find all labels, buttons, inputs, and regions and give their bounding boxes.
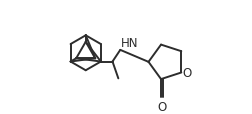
Text: O: O [157, 100, 166, 113]
Text: O: O [182, 66, 191, 79]
Text: HN: HN [120, 37, 138, 50]
